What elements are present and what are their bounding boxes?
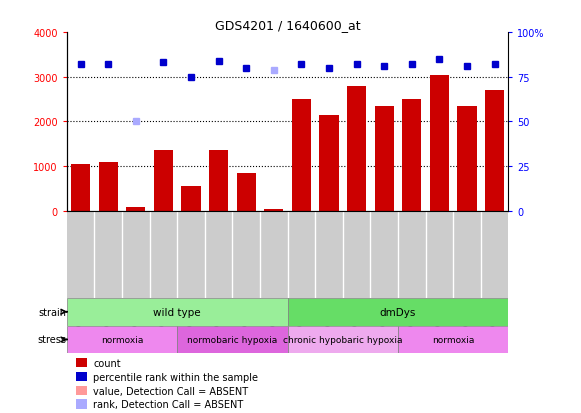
- Bar: [181, 186, 200, 211]
- Text: value, Detection Call = ABSENT: value, Detection Call = ABSENT: [94, 386, 249, 396]
- Bar: [347, 86, 366, 211]
- Bar: [457, 107, 476, 211]
- Text: count: count: [94, 358, 121, 368]
- Bar: [288, 326, 398, 354]
- Text: stress: stress: [38, 335, 67, 344]
- Bar: [320, 115, 339, 211]
- Text: wild type: wild type: [153, 307, 201, 317]
- Bar: [71, 164, 90, 211]
- Bar: [236, 173, 256, 211]
- Bar: [288, 298, 508, 326]
- Bar: [485, 91, 504, 211]
- Bar: [67, 326, 177, 354]
- Title: GDS4201 / 1640600_at: GDS4201 / 1640600_at: [215, 19, 360, 32]
- Bar: [154, 151, 173, 211]
- Text: normobaric hypoxia: normobaric hypoxia: [187, 335, 278, 344]
- Text: normoxia: normoxia: [432, 335, 474, 344]
- Text: percentile rank within the sample: percentile rank within the sample: [94, 372, 259, 382]
- Text: chronic hypobaric hypoxia: chronic hypobaric hypoxia: [283, 335, 403, 344]
- Bar: [402, 100, 421, 211]
- Bar: [76, 399, 87, 409]
- Bar: [126, 207, 145, 211]
- Bar: [67, 298, 288, 326]
- Bar: [375, 107, 394, 211]
- Bar: [292, 100, 311, 211]
- Text: rank, Detection Call = ABSENT: rank, Detection Call = ABSENT: [94, 399, 243, 409]
- Text: strain: strain: [39, 307, 67, 317]
- Text: dmDys: dmDys: [380, 307, 416, 317]
- Bar: [76, 358, 87, 367]
- Bar: [264, 210, 284, 211]
- Text: normoxia: normoxia: [101, 335, 143, 344]
- Bar: [99, 162, 118, 211]
- Bar: [398, 326, 508, 354]
- Bar: [430, 75, 449, 211]
- Bar: [76, 386, 87, 395]
- Bar: [177, 326, 288, 354]
- Bar: [76, 372, 87, 381]
- Bar: [209, 151, 228, 211]
